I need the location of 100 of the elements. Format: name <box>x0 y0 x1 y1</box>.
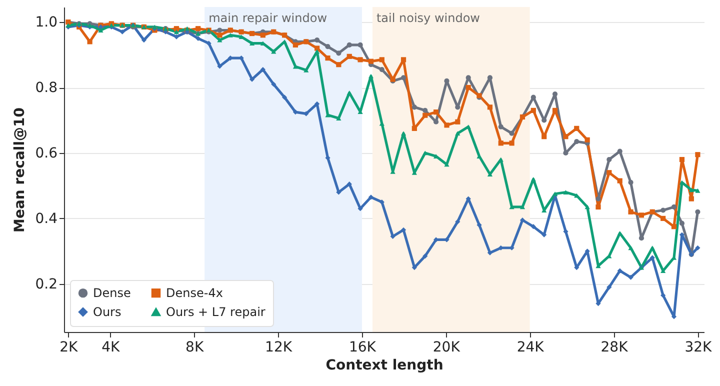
point <box>671 224 677 230</box>
point <box>530 224 536 230</box>
point <box>563 190 568 194</box>
point <box>196 26 201 32</box>
point <box>530 108 536 113</box>
point <box>695 152 700 158</box>
point <box>509 130 514 136</box>
point <box>217 32 222 38</box>
point <box>584 137 590 142</box>
point <box>400 57 406 62</box>
point <box>606 156 612 162</box>
point <box>346 90 352 95</box>
point <box>628 246 634 250</box>
y-tick-label: 0.2 <box>35 276 58 292</box>
point <box>530 176 536 182</box>
x-tick-label: 8K <box>186 340 204 356</box>
point <box>346 54 352 59</box>
point <box>466 84 471 90</box>
point <box>679 156 685 162</box>
band-label: main repair window <box>208 11 328 25</box>
point <box>141 38 146 43</box>
y-axis-title: Mean recall@10 <box>12 107 28 232</box>
point <box>487 75 493 80</box>
point <box>422 254 428 259</box>
point <box>422 108 428 113</box>
point <box>433 110 439 115</box>
point <box>196 36 201 41</box>
point <box>660 208 666 213</box>
point <box>638 212 644 218</box>
legend-label: Dense-4x <box>166 286 223 300</box>
point <box>87 39 92 44</box>
point <box>379 57 384 62</box>
point <box>444 122 450 128</box>
point <box>217 64 222 69</box>
y-tick-label: 0.4 <box>35 210 58 227</box>
point <box>368 194 374 200</box>
point <box>574 126 580 131</box>
point <box>606 170 612 176</box>
point <box>487 104 493 110</box>
point <box>542 134 547 140</box>
point <box>660 292 666 298</box>
point <box>336 62 342 68</box>
point <box>617 148 622 154</box>
point <box>455 131 460 136</box>
x-tick-label: 24K <box>516 340 545 356</box>
point <box>260 66 266 72</box>
point <box>282 94 288 100</box>
point <box>498 140 504 146</box>
point <box>584 204 590 210</box>
legend-label: Ours + L7 repair <box>166 305 266 319</box>
point <box>358 206 363 212</box>
point <box>249 76 255 82</box>
point <box>325 44 330 50</box>
point <box>628 274 634 280</box>
point <box>476 222 482 228</box>
point <box>650 246 655 250</box>
point <box>249 41 255 46</box>
x-tick-label: 12K <box>265 340 293 356</box>
y-tick-label: 0.8 <box>35 80 58 96</box>
point <box>688 196 694 202</box>
point <box>695 245 700 250</box>
point <box>596 196 601 202</box>
point <box>314 49 320 54</box>
y-tick-label: 0.6 <box>35 145 58 162</box>
point <box>509 140 514 146</box>
point <box>563 134 568 140</box>
x-tick-label: 4K <box>102 340 121 356</box>
point <box>498 124 504 130</box>
point <box>596 204 601 210</box>
point <box>217 38 222 42</box>
point <box>304 68 309 72</box>
point <box>638 236 644 241</box>
point <box>368 74 374 78</box>
point <box>206 40 212 46</box>
point <box>617 178 622 184</box>
point <box>325 56 330 61</box>
point <box>368 58 374 64</box>
point <box>695 209 700 214</box>
x-axis-title: Context length <box>326 358 444 374</box>
band-label: tail noisy window <box>376 11 480 25</box>
point <box>695 188 700 193</box>
point <box>660 216 666 221</box>
point <box>688 188 694 192</box>
point <box>358 42 363 48</box>
point <box>412 126 417 131</box>
point <box>455 119 460 124</box>
point <box>314 38 320 43</box>
legend-label: Ours <box>93 305 122 319</box>
point <box>292 42 298 48</box>
point <box>422 112 428 118</box>
x-tick-label: 28K <box>600 340 629 356</box>
point <box>412 104 417 110</box>
x-tick-label: 32K <box>684 340 713 356</box>
x-tick-label: 16K <box>348 340 377 356</box>
point <box>346 42 352 48</box>
point <box>174 34 180 40</box>
point <box>314 46 320 51</box>
point <box>379 66 384 72</box>
point <box>400 75 406 80</box>
point <box>358 57 363 62</box>
